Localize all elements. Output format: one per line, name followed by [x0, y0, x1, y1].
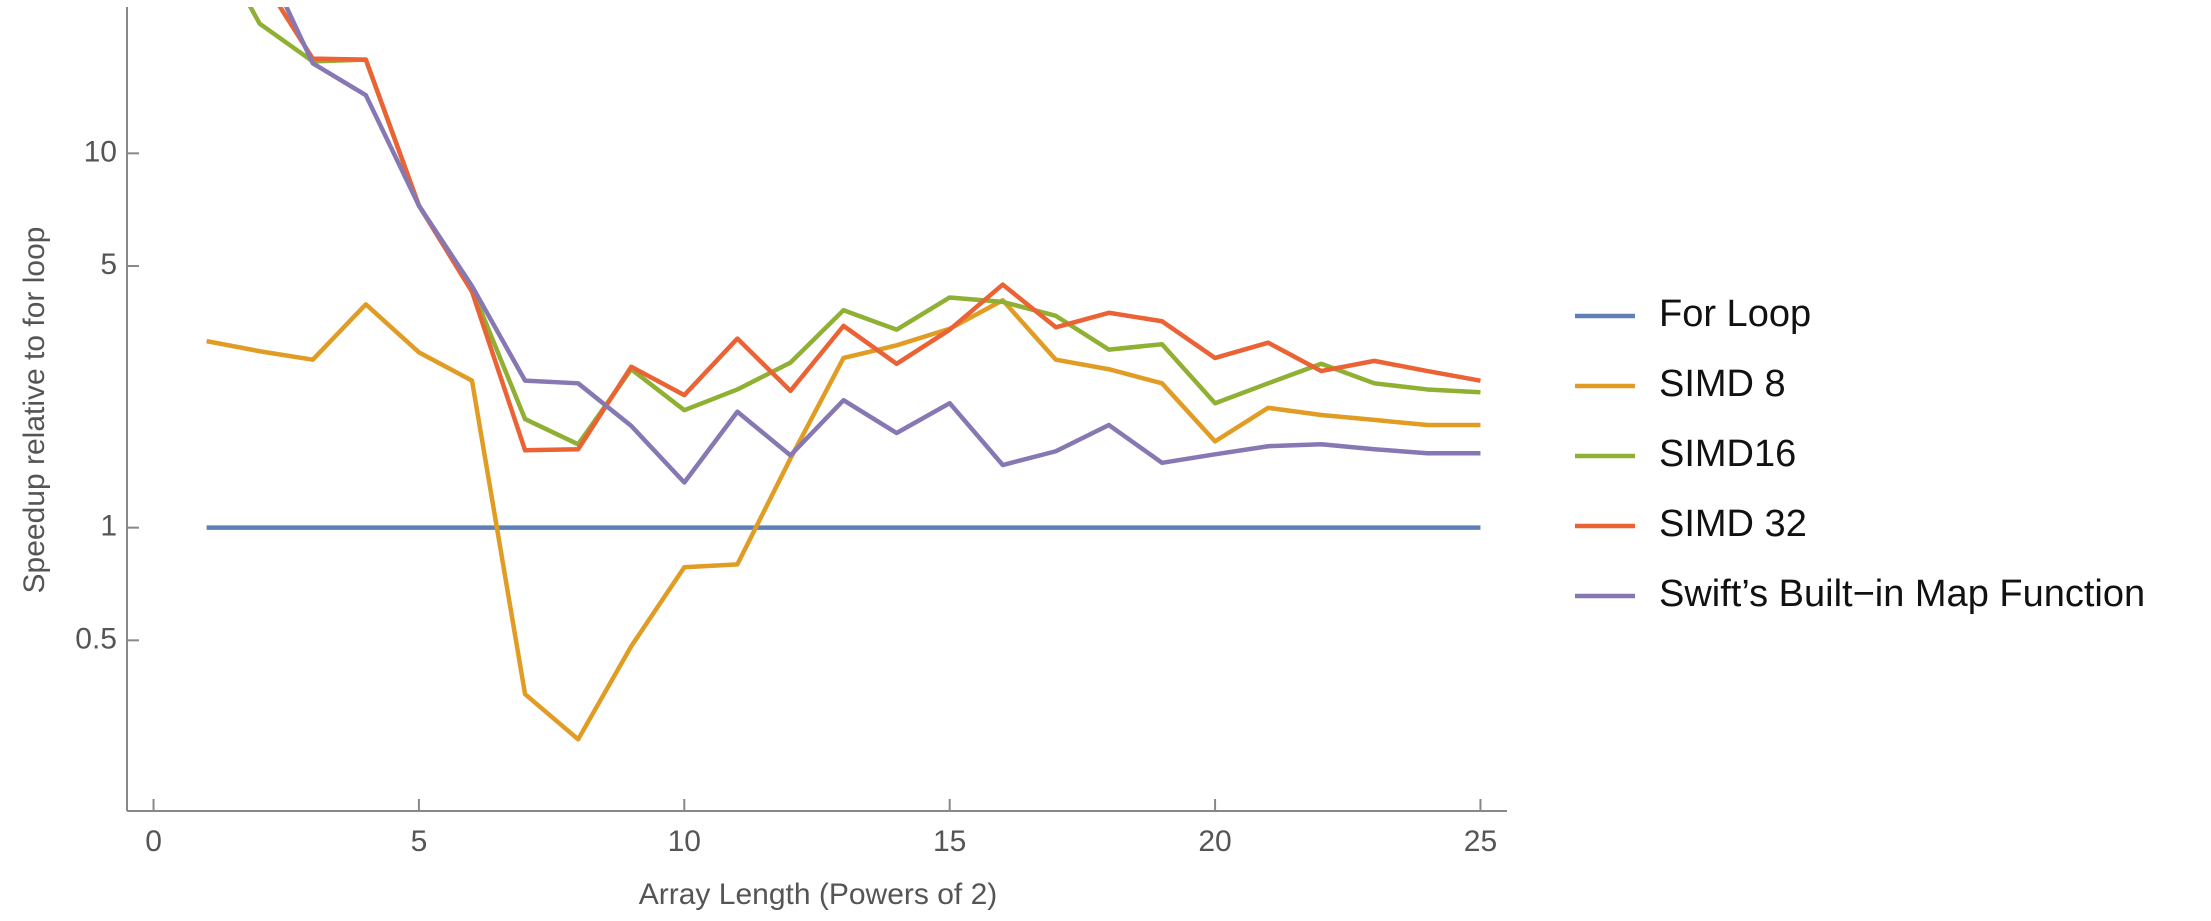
y-tick-label: 10: [84, 135, 117, 168]
series-line: [283, 7, 1481, 485]
legend-label: Swift’s Built−in Map Function: [1659, 573, 2145, 615]
x-tick-label: 25: [1464, 825, 1497, 858]
series-line: [206, 298, 1481, 742]
legend-label: For Loop: [1659, 293, 1811, 335]
x-tick-label: 10: [668, 825, 701, 858]
x-axis-title: Array Length (Powers of 2): [639, 878, 998, 911]
x-tick-label: 0: [145, 825, 162, 858]
y-tick-label: 0.5: [75, 622, 117, 655]
x-tick-label: 20: [1198, 825, 1231, 858]
x-tick-label: 15: [933, 825, 966, 858]
legend-label: SIMD 32: [1659, 503, 1807, 545]
legend-label: SIMD16: [1659, 433, 1796, 475]
y-tick-label: 5: [100, 248, 117, 281]
y-axis-title: Speedup relative to for loop: [18, 227, 51, 594]
y-tick-label: 1: [100, 510, 117, 543]
x-tick-label: 5: [411, 825, 428, 858]
series-line: [247, 7, 1481, 447]
series-line: [277, 7, 1481, 453]
legend-label: SIMD 8: [1659, 363, 1786, 405]
plot-area: [206, 7, 1481, 742]
